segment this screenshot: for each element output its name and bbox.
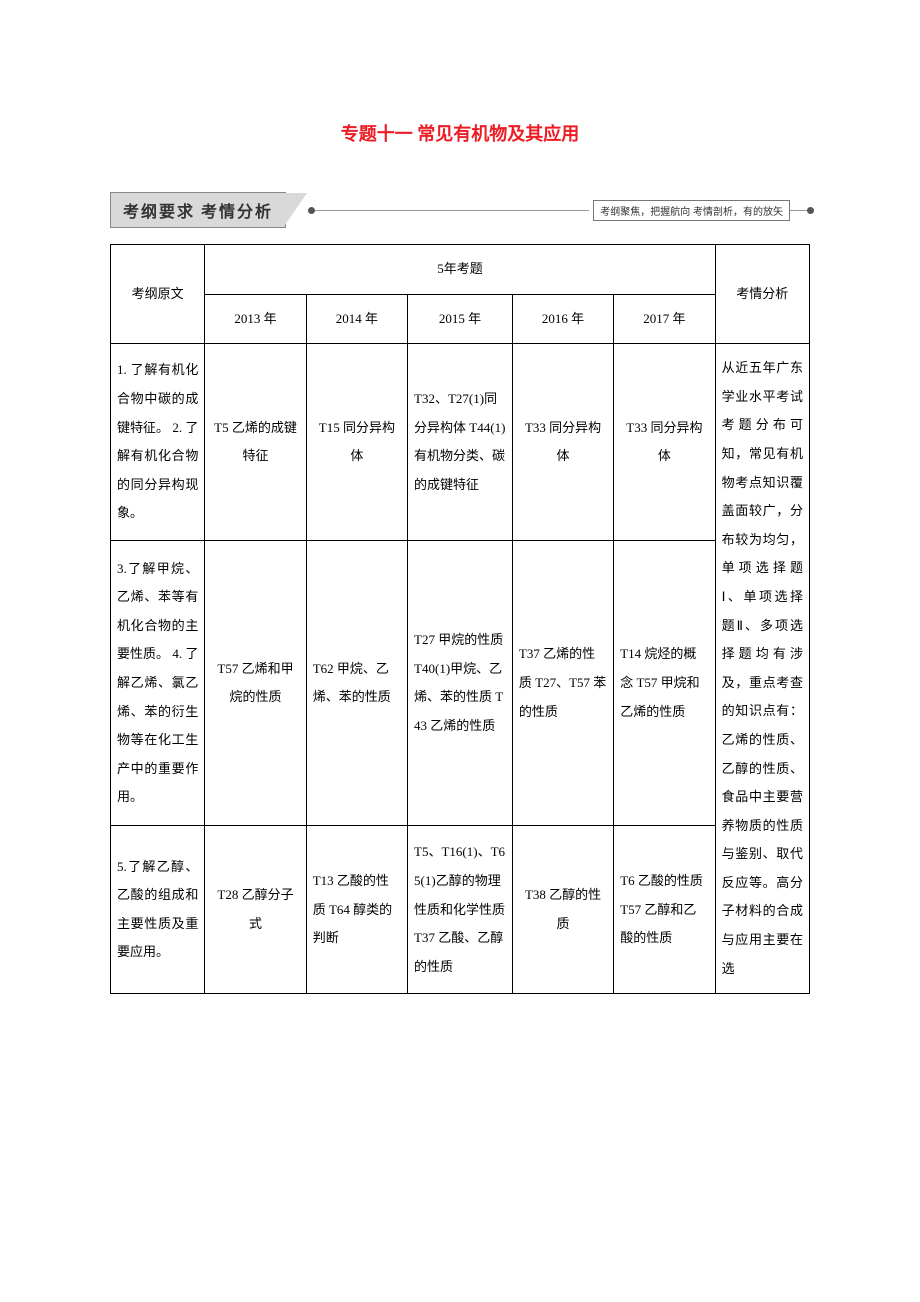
header-syllabus: 考纲原文 bbox=[111, 245, 205, 344]
table-row: 5.了解乙醇、乙酸的组成和主要性质及重要应用。 T28 乙醇分子式 T13 乙酸… bbox=[111, 826, 810, 994]
cell-2016: T37 乙烯的性质 T27、T57 苯的性质 bbox=[512, 541, 613, 826]
section-banner: 考纲要求 考情分析 考纲聚焦，把握航向 考情剖析，有的放矢 bbox=[110, 194, 810, 226]
cell-analysis: 从近五年广东学业水平考试考题分布可知，常见有机物考点知识覆盖面较广，分布较为均匀… bbox=[715, 344, 809, 994]
header-2015: 2015 年 bbox=[408, 294, 513, 344]
banner-tail bbox=[790, 210, 810, 211]
cell-2015: T5、T16(1)、T65(1)乙醇的物理性质和化学性质 T37 乙酸、乙醇的性… bbox=[408, 826, 513, 994]
header-5year: 5年考题 bbox=[205, 245, 715, 295]
cell-syllabus: 5.了解乙醇、乙酸的组成和主要性质及重要应用。 bbox=[111, 826, 205, 994]
cell-2017: T14 烷烃的概念 T57 甲烷和乙烯的性质 bbox=[614, 541, 715, 826]
page-title: 专题十一 常见有机物及其应用 bbox=[110, 120, 810, 146]
cell-2013: T28 乙醇分子式 bbox=[205, 826, 306, 994]
header-analysis: 考情分析 bbox=[715, 245, 809, 344]
cell-2014: T15 同分异构体 bbox=[306, 344, 407, 541]
banner-line bbox=[312, 210, 589, 211]
table-row: 3.了解甲烷、乙烯、苯等有机化合物的主要性质。 4. 了解乙烯、氯乙烯、苯的衍生… bbox=[111, 541, 810, 826]
table-row: 1. 了解有机化合物中碳的成键特征。 2. 了解有机化合物的同分异构现象。 T5… bbox=[111, 344, 810, 541]
cell-2014: T62 甲烷、乙烯、苯的性质 bbox=[306, 541, 407, 826]
cell-2017: T6 乙酸的性质 T57 乙醇和乙酸的性质 bbox=[614, 826, 715, 994]
banner-right-label: 考纲聚焦，把握航向 考情剖析，有的放矢 bbox=[593, 200, 790, 221]
cell-2015: T32、T27(1)同分异构体 T44(1)有机物分类、碳的成键特征 bbox=[408, 344, 513, 541]
cell-2016: T38 乙醇的性质 bbox=[512, 826, 613, 994]
header-2017: 2017 年 bbox=[614, 294, 715, 344]
cell-2016: T33 同分异构体 bbox=[512, 344, 613, 541]
header-2014: 2014 年 bbox=[306, 294, 407, 344]
header-2013: 2013 年 bbox=[205, 294, 306, 344]
cell-2015: T27 甲烷的性质 T40(1)甲烷、乙烯、苯的性质 T43 乙烯的性质 bbox=[408, 541, 513, 826]
cell-2017: T33 同分异构体 bbox=[614, 344, 715, 541]
syllabus-table: 考纲原文 5年考题 考情分析 2013 年 2014 年 2015 年 2016… bbox=[110, 244, 810, 994]
header-2016: 2016 年 bbox=[512, 294, 613, 344]
cell-syllabus: 3.了解甲烷、乙烯、苯等有机化合物的主要性质。 4. 了解乙烯、氯乙烯、苯的衍生… bbox=[111, 541, 205, 826]
cell-2013: T5 乙烯的成键特征 bbox=[205, 344, 306, 541]
cell-2013: T57 乙烯和甲烷的性质 bbox=[205, 541, 306, 826]
cell-2014: T13 乙酸的性质 T64 醇类的判断 bbox=[306, 826, 407, 994]
banner-left-label: 考纲要求 考情分析 bbox=[110, 192, 286, 228]
cell-syllabus: 1. 了解有机化合物中碳的成键特征。 2. 了解有机化合物的同分异构现象。 bbox=[111, 344, 205, 541]
